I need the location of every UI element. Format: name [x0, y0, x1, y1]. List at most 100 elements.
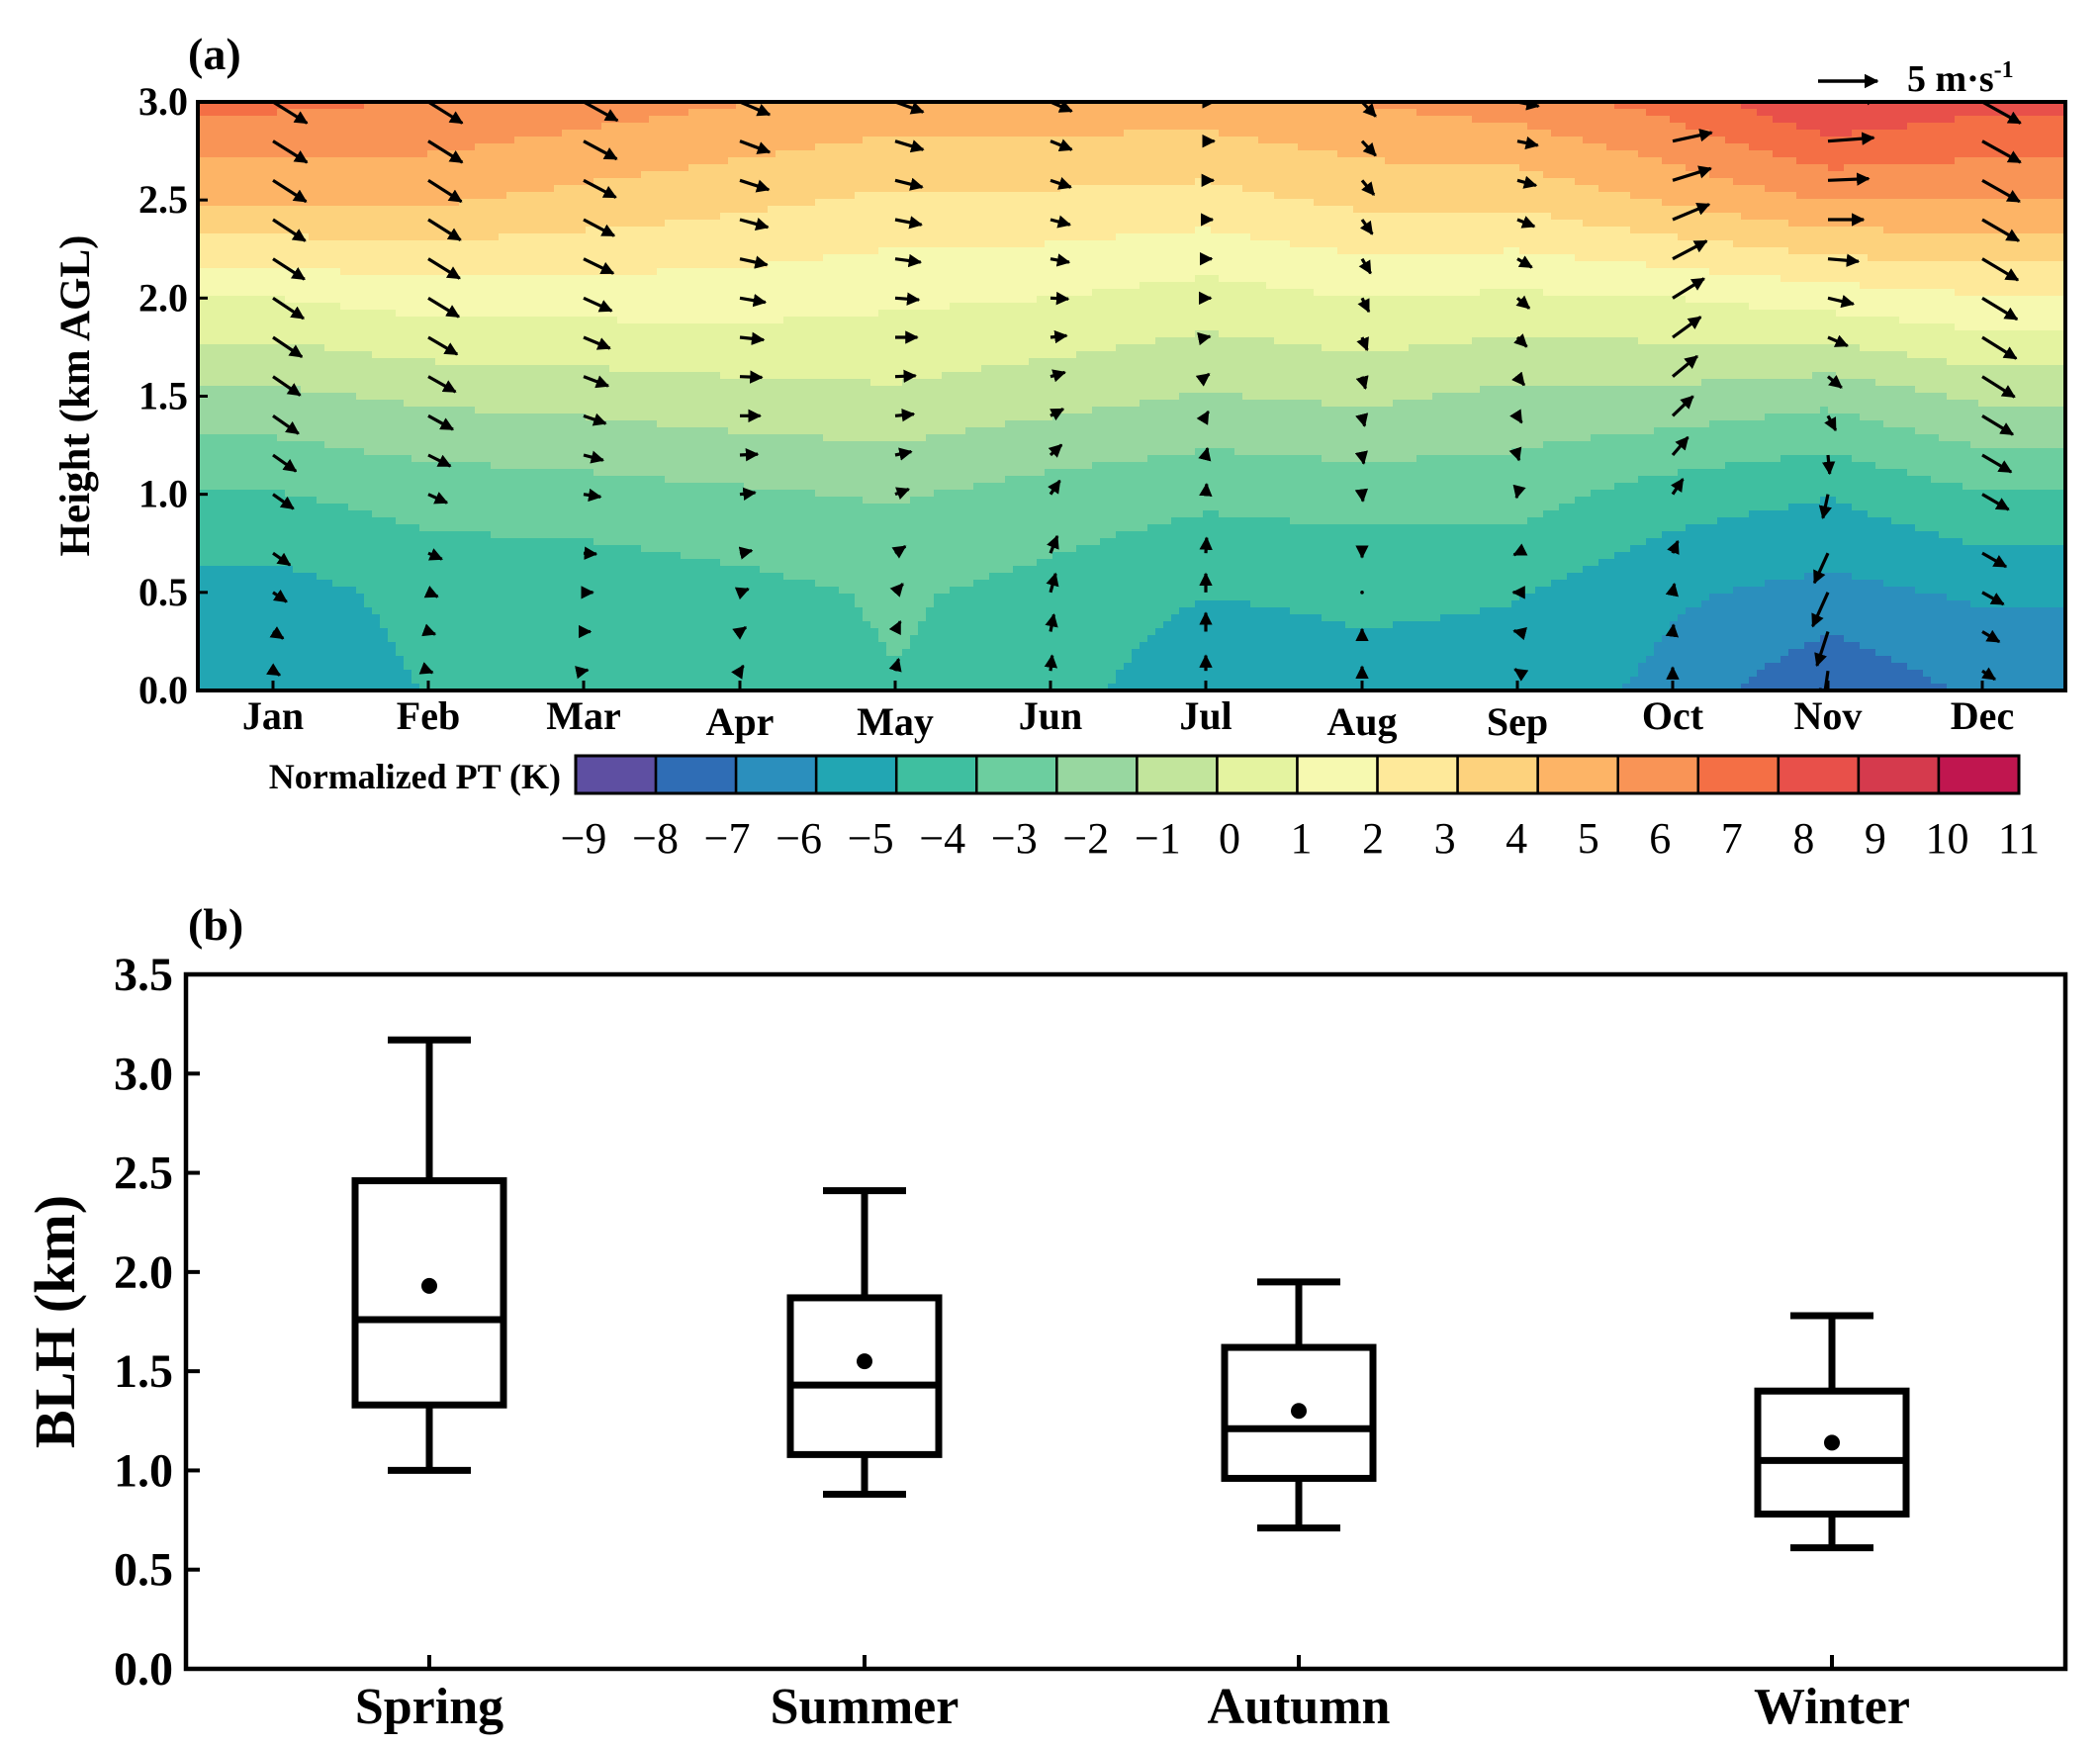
contour-cell [451, 123, 460, 131]
contour-cell [364, 227, 373, 234]
contour-cell [364, 323, 373, 331]
contour-cell [317, 469, 325, 477]
contour-cell [491, 635, 500, 643]
contour-cell [301, 137, 310, 144]
contour-cell [562, 566, 571, 574]
contour-cell [499, 407, 507, 414]
contour-cell [546, 330, 555, 338]
contour-cell [317, 635, 325, 643]
contour-cell [609, 635, 618, 643]
contour-cell [506, 213, 515, 221]
contour-cell [253, 240, 262, 248]
contour-cell [419, 531, 428, 539]
contour-cell [324, 407, 333, 414]
contour-cell [324, 580, 333, 588]
contour-cell [522, 504, 531, 511]
contour-cell [364, 344, 373, 352]
contour-cell [601, 566, 610, 574]
contour-cell [198, 379, 207, 387]
contour-cell [253, 358, 262, 366]
contour-cell [332, 130, 341, 138]
contour-cell [317, 227, 325, 234]
contour-cell [348, 420, 357, 428]
contour-cell [309, 143, 318, 151]
contour-cell [459, 455, 468, 463]
contour-cell [285, 102, 294, 110]
contour-cell [324, 642, 333, 650]
contour-cell [578, 621, 587, 629]
contour-cell [253, 559, 262, 567]
contour-cell [229, 192, 238, 200]
contour-cell [269, 386, 278, 394]
contour-cell [475, 150, 484, 158]
contour-cell [222, 490, 230, 498]
contour-cell [324, 448, 333, 456]
contour-cell [245, 296, 254, 304]
contour-cell [293, 663, 302, 671]
contour-cell [222, 517, 230, 525]
contour-cell [222, 684, 230, 690]
contour-cell [617, 199, 626, 207]
contour-cell [625, 317, 634, 324]
contour-cell [285, 233, 294, 241]
contour-cell [324, 358, 333, 366]
contour-cell [578, 379, 587, 387]
contour-cell [277, 504, 286, 511]
contour-cell [506, 164, 515, 172]
contour-cell [649, 552, 658, 560]
contour-cell [206, 275, 215, 283]
contour-cell [506, 614, 515, 622]
contour-cell [506, 517, 515, 525]
contour-cell [222, 310, 230, 318]
contour-cell [578, 323, 587, 331]
contour-cell [206, 455, 215, 463]
contour-cell [396, 296, 405, 304]
contour-cell [538, 400, 547, 408]
contour-cell [317, 594, 325, 601]
contour-cell [459, 587, 468, 595]
contour-cell [388, 282, 397, 290]
contour-cell [459, 607, 468, 615]
contour-cell [491, 531, 500, 539]
contour-cell [562, 289, 571, 297]
contour-cell [332, 497, 341, 505]
contour-cell [578, 600, 587, 608]
contour-cell [530, 150, 539, 158]
contour-cell [411, 414, 420, 421]
contour-cell [332, 213, 341, 221]
contour-cell [570, 254, 579, 262]
contour-cell [578, 171, 587, 179]
contour-cell [522, 407, 531, 414]
contour-cell [522, 220, 531, 228]
contour-cell [578, 358, 587, 366]
contour-cell [404, 268, 412, 276]
contour-cell [237, 130, 246, 138]
contour-cell [467, 123, 476, 131]
contour-cell [229, 261, 238, 269]
contour-cell [380, 649, 389, 657]
contour-cell [625, 240, 634, 248]
contour-cell [467, 206, 476, 214]
contour-cell [411, 303, 420, 311]
contour-cell [586, 123, 594, 131]
contour-cell [229, 580, 238, 588]
contour-cell [578, 109, 587, 117]
contour-cell [388, 538, 397, 546]
contour-cell [411, 476, 420, 484]
contour-cell [237, 649, 246, 657]
contour-cell [198, 427, 207, 435]
contour-cell [475, 531, 484, 539]
contour-cell [491, 116, 500, 124]
contour-cell [554, 358, 563, 366]
contour-cell [435, 504, 444, 511]
contour-cell [499, 157, 507, 165]
contour-cell [546, 282, 555, 290]
contour-cell [633, 414, 642, 421]
contour-cell [261, 427, 270, 435]
contour-cell [475, 573, 484, 581]
contour-cell [562, 379, 571, 387]
contour-cell [309, 469, 318, 477]
contour-cell [309, 317, 318, 324]
contour-cell [388, 684, 397, 690]
contour-cell [411, 469, 420, 477]
